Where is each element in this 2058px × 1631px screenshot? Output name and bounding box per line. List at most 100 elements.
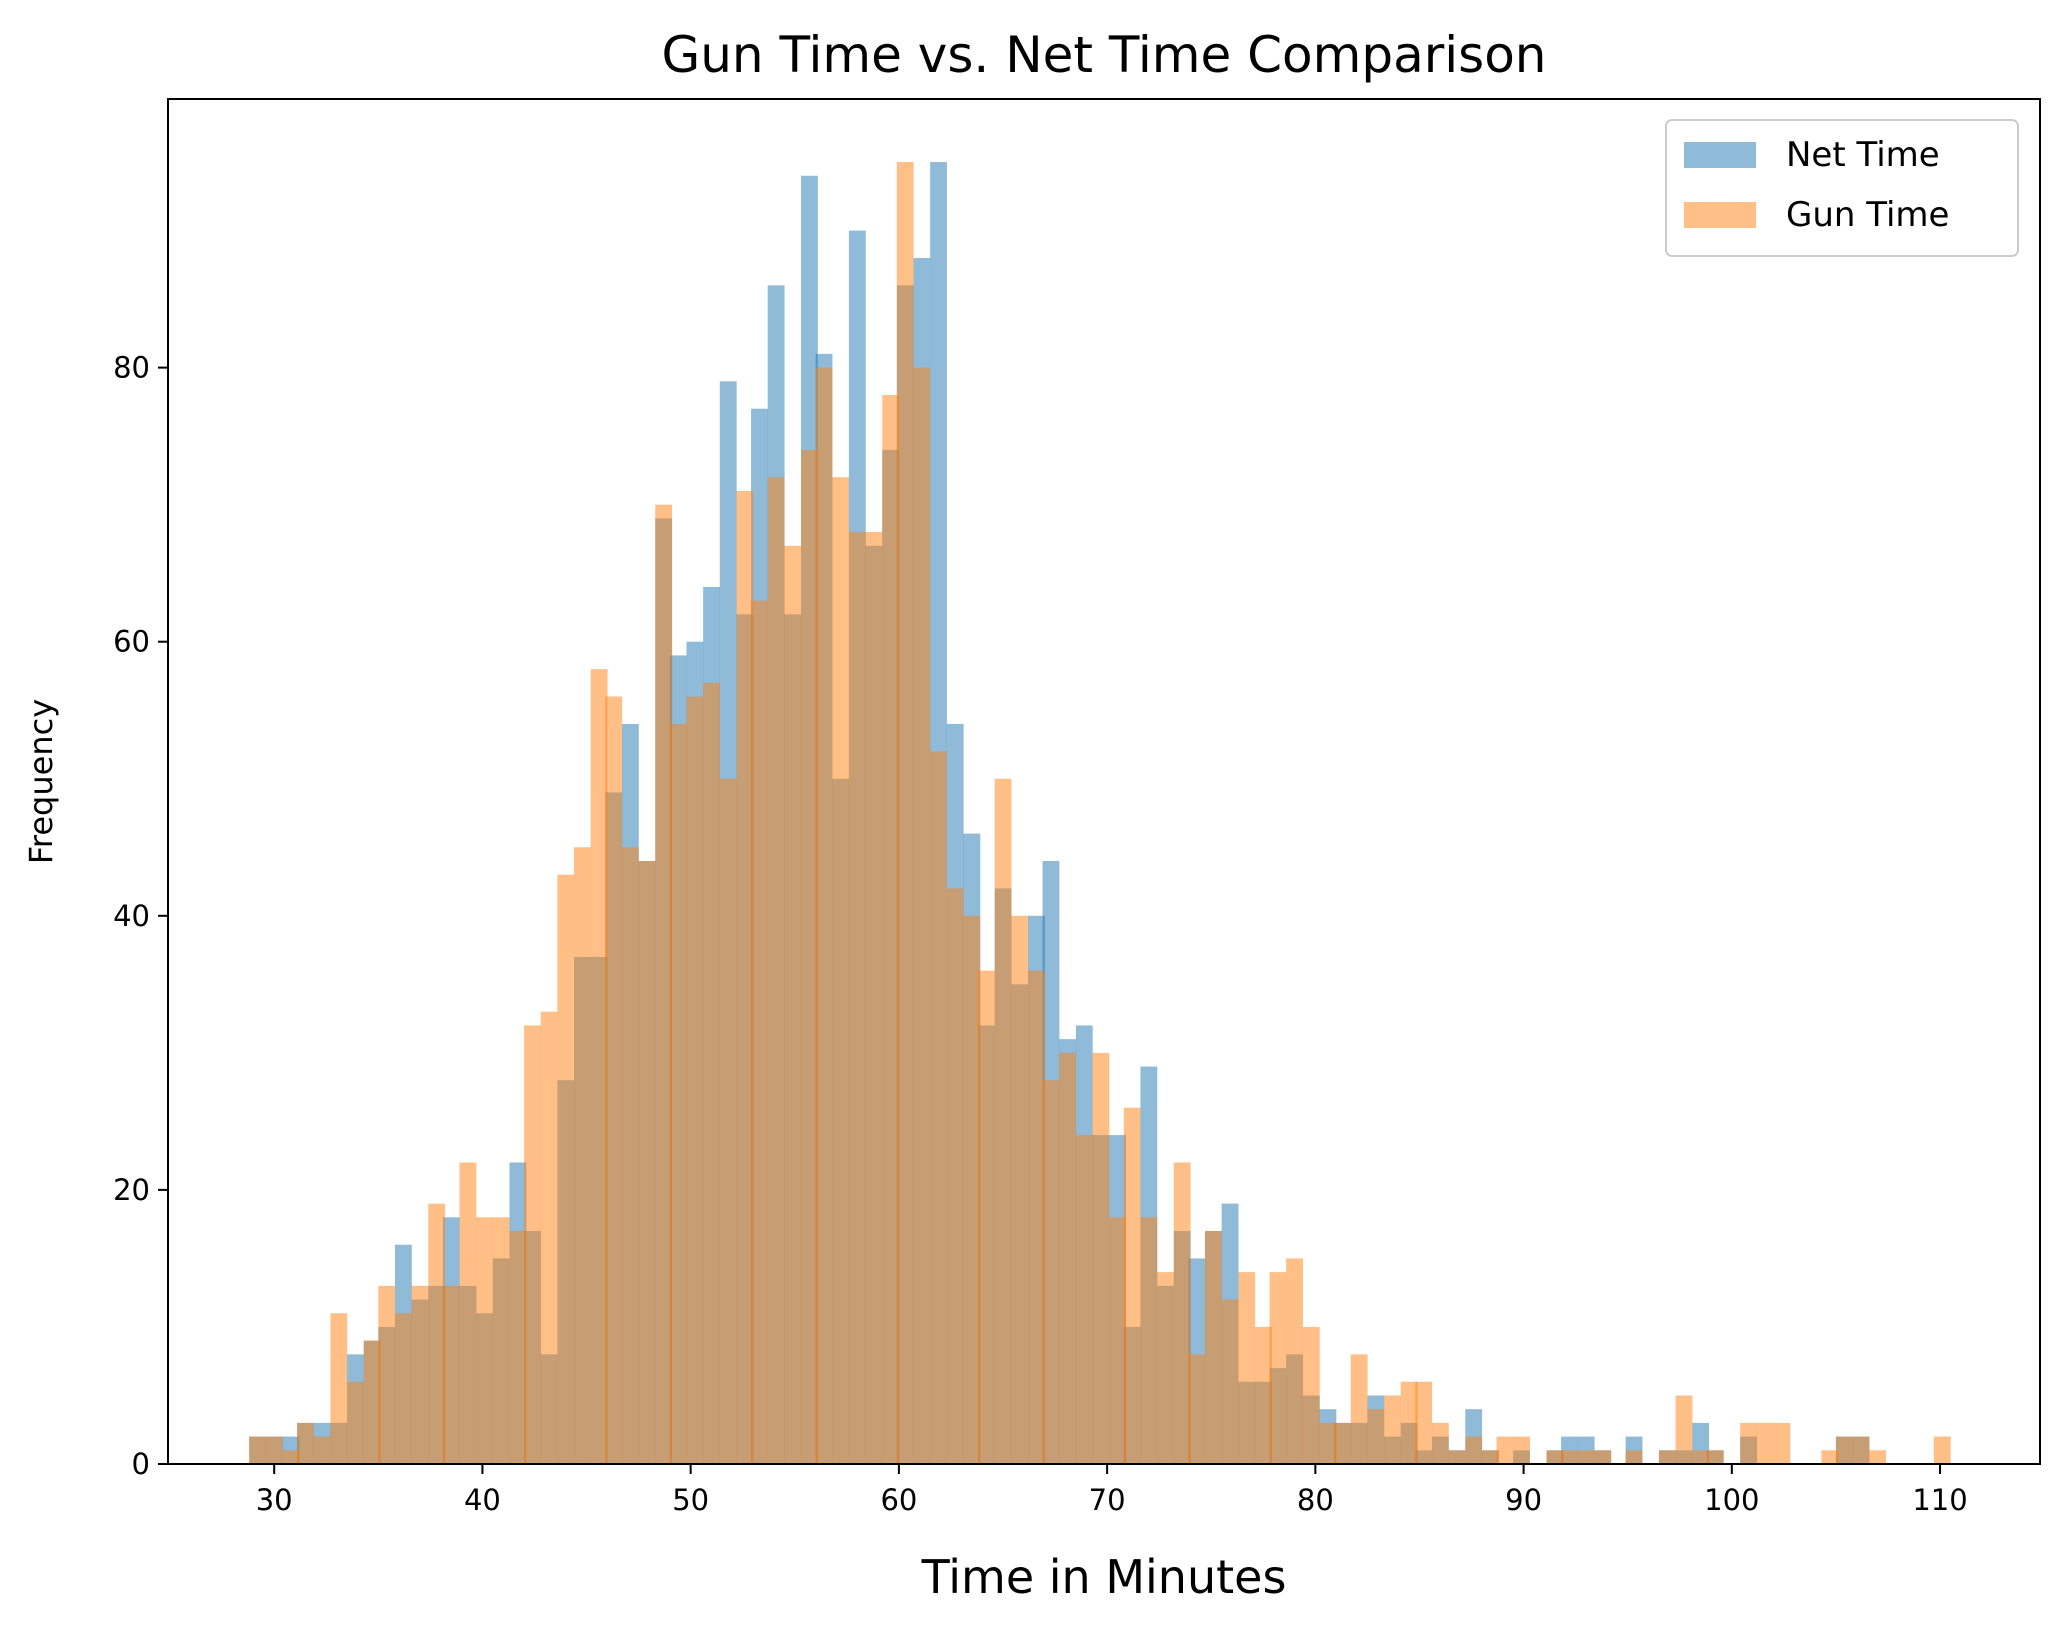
gun-time-bar [411,1285,429,1464]
gun-time-bar [719,778,737,1464]
gun-time-bar [1173,1162,1191,1464]
gun-time-bar [1221,1299,1239,1464]
gun-time-bar [1188,1354,1206,1464]
gun-time-bar [363,1340,381,1464]
x-tick-label: 50 [672,1483,709,1517]
gun-time-bar [347,1381,364,1464]
gun-time-bar [1157,1272,1174,1464]
x-axis: 30 40 50 60 70 80 90 100 110 [256,1464,1968,1517]
gun-time-bar [1254,1326,1272,1464]
gun-time-bar [638,860,656,1464]
plot-area [167,98,2041,1465]
gun-time-bar [1852,1436,1870,1464]
y-axis-label: Frequency [22,699,60,864]
gun-time-bar [1675,1395,1693,1464]
gun-time-bar [1109,1217,1127,1464]
gun-time-bar [1692,1450,1710,1464]
gun-time-bar [605,696,623,1464]
gun-time-bar [1756,1422,1774,1464]
x-tick-label: 100 [1704,1483,1759,1517]
gun-time-bar [1594,1450,1612,1464]
x-tick-label: 30 [256,1483,293,1517]
gun-time-bar [1092,1052,1110,1464]
gun-time-bar [1431,1422,1449,1464]
y-tick-label: 60 [113,625,150,659]
legend-label-gun-time: Gun Time [1786,195,1949,235]
gun-time-bar [574,847,591,1464]
gun-time-bar [1400,1381,1418,1464]
gun-time-bar [946,888,964,1464]
gun-time-bar [963,915,981,1464]
gun-time-bar [1059,1052,1077,1464]
gun-time-bar [686,696,704,1464]
gun-time-bar [1415,1381,1433,1464]
y-tick-label: 80 [113,351,150,385]
gun-time-bar [978,970,995,1464]
gun-time-bar [994,778,1012,1464]
gun-time-bar [655,504,673,1464]
gun-time-bar [297,1422,314,1464]
gun-time-bar [1513,1436,1530,1464]
x-tick-label: 70 [1089,1483,1126,1517]
gun-time-bar [1821,1450,1839,1464]
gun-time-bar [1204,1231,1222,1464]
axes-frame [167,98,2041,1465]
legend-label-net-time: Net Time [1786,135,1940,175]
gun-time-bar [1481,1450,1499,1464]
y-axis: 0 20 40 60 80 [113,351,168,1481]
gun-time-bar [540,1011,558,1464]
gun-time-bar [1238,1272,1256,1464]
y-tick-label: 0 [132,1447,150,1481]
gun-time-bar [1286,1258,1304,1464]
x-tick-label: 90 [1505,1483,1542,1517]
legend-swatch-net-time [1684,142,1756,168]
gun-time-bar [330,1313,348,1464]
gun-time-bar [394,1313,412,1464]
gun-time-bar [1123,1107,1141,1464]
gun-time-bar [848,532,866,1464]
gun-time-bar [509,1231,527,1464]
gun-time-bar [832,477,850,1464]
gun-time-bar [1658,1450,1676,1464]
gun-time-bar [1773,1422,1791,1464]
gun-time-bar [557,874,575,1464]
gun-time-bar [265,1436,283,1464]
gun-time-bar [1740,1422,1757,1464]
gun-time-bar [1448,1450,1466,1464]
gun-time-bar [1042,1080,1060,1464]
gun-time-bar [282,1450,300,1464]
gun-time-bar [249,1436,267,1464]
gun-time-bar [1706,1450,1724,1464]
gun-time-bar [882,395,900,1464]
gun-time-bar [815,367,833,1464]
gun-time-bar [801,449,818,1465]
gun-time-bar [1496,1436,1514,1464]
gun-time-bar [459,1162,477,1464]
x-tick-label: 110 [1912,1483,1967,1517]
gun-time-bar [1075,1135,1093,1464]
gun-time-bar [767,477,785,1464]
gun-time-bar [1140,1217,1158,1464]
gun-time-bar [1465,1436,1483,1464]
x-axis-label: Time in Minutes [921,1550,1287,1604]
x-tick-label: 40 [464,1483,501,1517]
gun-time-bar [736,490,754,1465]
gun-time-bar [1869,1450,1887,1464]
gun-time-bar [1269,1272,1287,1464]
gun-time-bar [1367,1409,1385,1464]
gun-time-bar [476,1217,494,1464]
y-tick-label: 40 [113,899,150,933]
gun-time-bar [1384,1395,1401,1464]
gun-time-bar [1302,1326,1320,1464]
x-tick-label: 80 [1297,1483,1334,1517]
gun-time-bar [524,1025,541,1464]
gun-time-bar [784,545,802,1464]
gun-time-bar [590,669,608,1464]
legend-swatch-gun-time [1684,202,1756,228]
gun-time-bar [313,1436,331,1464]
gun-time-bar [621,847,639,1464]
gun-time-bar [913,367,931,1464]
gun-time-bar [703,682,720,1464]
gun-time-bar [1011,915,1029,1464]
